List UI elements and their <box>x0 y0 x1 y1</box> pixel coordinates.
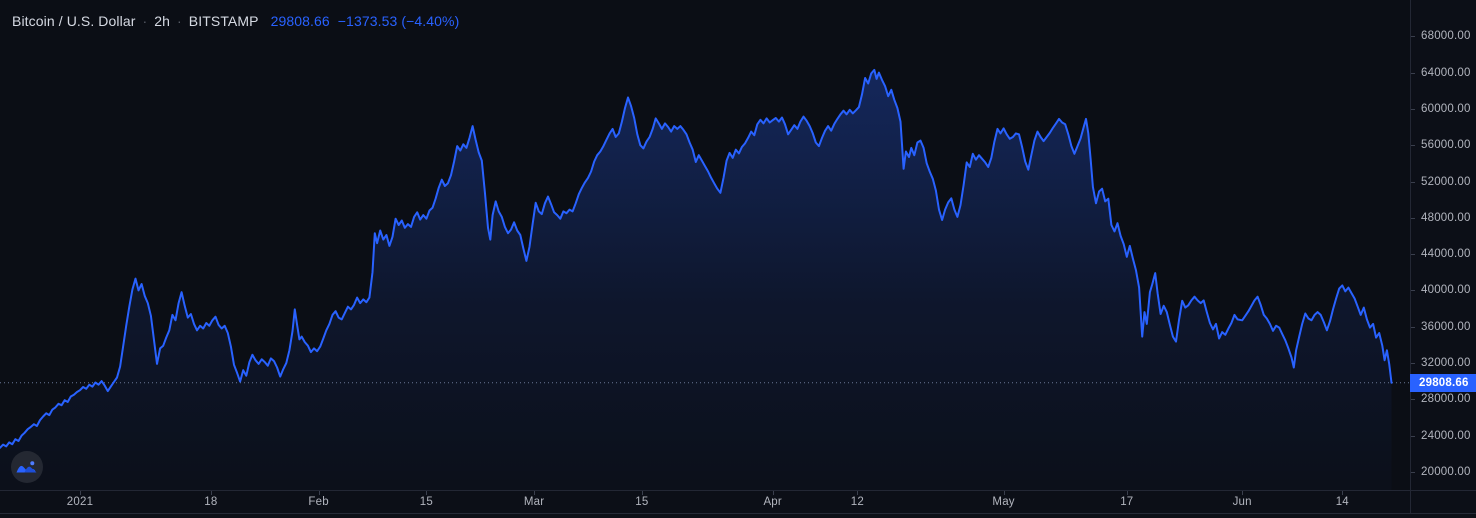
time-axis-label: 17 <box>1120 496 1134 508</box>
price-axis-label: 32000.00 <box>1421 357 1471 369</box>
price-axis-tick <box>1411 108 1415 110</box>
time-axis-tick <box>857 491 859 495</box>
price-axis-tick <box>1411 36 1415 38</box>
price-axis-tick <box>1411 181 1415 183</box>
price-axis-label: 64000.00 <box>1421 66 1471 79</box>
time-axis-tick <box>534 491 536 495</box>
price-axis-tick <box>1411 72 1415 74</box>
price-pane[interactable] <box>0 0 1410 490</box>
time-axis-label: 12 <box>850 496 864 508</box>
price-axis-label: 52000.00 <box>1421 175 1471 188</box>
time-axis-label: Feb <box>308 496 329 508</box>
time-axis-tick <box>772 491 774 495</box>
time-axis-tick <box>1242 491 1244 495</box>
time-axis-label: 15 <box>419 496 433 508</box>
price-axis-label: 56000.00 <box>1421 139 1471 152</box>
price-axis-label: 44000.00 <box>1421 248 1471 261</box>
time-axis-tick <box>1342 491 1344 495</box>
price-axis-tick <box>1411 254 1415 256</box>
last-price-label: 29808.66 <box>1410 373 1476 392</box>
price-axis-tick <box>1411 471 1415 473</box>
time-axis-tick <box>210 491 212 495</box>
time-axis-label: Mar <box>523 496 545 508</box>
time-axis-label: 18 <box>204 496 218 508</box>
last-price-value: 29808.66 <box>270 13 330 29</box>
symbol-title[interactable]: Bitcoin / U.S. Dollar <box>12 13 136 29</box>
area-series-fill <box>0 69 1392 490</box>
time-axis-label: 15 <box>635 496 649 508</box>
area-series-line <box>0 68 1393 449</box>
time-axis-label: Jun <box>1232 496 1252 508</box>
time-axis-label: 2021 <box>66 496 94 508</box>
time-axis-tick <box>1003 491 1005 495</box>
price-axis-tick <box>1411 217 1415 219</box>
price-axis-label: 40000.00 <box>1421 284 1471 297</box>
price-axis-label: 28000.00 <box>1421 393 1471 406</box>
price-axis-label: 36000.00 <box>1421 320 1471 333</box>
price-axis-tick <box>1411 399 1415 401</box>
price-axis-tick <box>1411 326 1415 328</box>
price-axis-label: 24000.00 <box>1421 429 1471 442</box>
time-axis-tick <box>426 491 428 495</box>
price-axis-tick <box>1411 145 1415 147</box>
price-axis-label: 68000.00 <box>1421 30 1471 43</box>
time-axis[interactable]: 2021 18 Feb 15 Mar 15 Apr 12 May 17 Jun 14 <box>0 490 1476 514</box>
time-axis-label: May <box>992 496 1015 508</box>
price-axis-label: 48000.00 <box>1421 211 1471 224</box>
time-axis-label: 14 <box>1335 496 1349 508</box>
tradingview-logo-button[interactable] <box>10 450 44 484</box>
axis-corner-divider <box>1410 490 1411 514</box>
interval-label: 2h <box>154 13 171 29</box>
price-change-value: −1373.53 (−4.40%) <box>337 13 460 29</box>
price-axis[interactable]: 68000.00 64000.00 60000.00 56000.00 52000.00… <box>1410 0 1476 490</box>
separator-dot: · <box>177 13 182 29</box>
price-axis-tick <box>1411 290 1415 292</box>
price-axis-tick <box>1411 363 1415 364</box>
time-axis-tick <box>80 491 81 495</box>
mountain-chart-icon <box>11 451 43 483</box>
time-axis-label: Apr <box>763 496 782 508</box>
price-axis-tick <box>1411 435 1415 437</box>
exchange-label: BITSTAMP <box>188 13 259 29</box>
separator-dot: · <box>142 13 148 29</box>
widget-bottom-border <box>0 513 1476 518</box>
price-axis-label: 60000.00 <box>1421 102 1471 115</box>
symbol-legend: Bitcoin / U.S. Dollar · 2h · BITSTAMP 29808.6… <box>12 12 459 30</box>
time-axis-tick <box>641 491 643 495</box>
price-axis-label: 20000.00 <box>1421 465 1471 478</box>
time-axis-tick <box>318 491 320 495</box>
time-axis-tick <box>1126 491 1128 495</box>
